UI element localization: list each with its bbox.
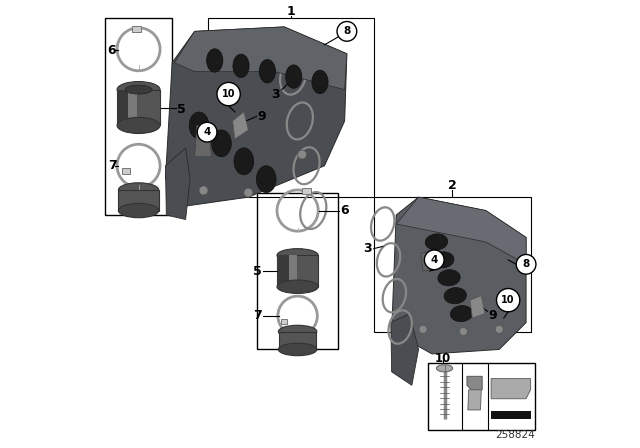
- Polygon shape: [467, 376, 482, 390]
- Text: 8: 8: [522, 259, 530, 269]
- Text: 2: 2: [448, 179, 456, 193]
- Text: 6: 6: [108, 43, 116, 57]
- Ellipse shape: [118, 203, 159, 218]
- Ellipse shape: [451, 306, 473, 322]
- Ellipse shape: [438, 270, 460, 286]
- Ellipse shape: [444, 288, 467, 304]
- Text: 5: 5: [177, 103, 186, 116]
- Ellipse shape: [117, 82, 160, 98]
- Polygon shape: [233, 112, 248, 139]
- Text: 7: 7: [253, 309, 262, 323]
- Ellipse shape: [125, 85, 152, 94]
- Text: 4: 4: [204, 127, 211, 137]
- FancyBboxPatch shape: [278, 255, 289, 287]
- Text: 10: 10: [222, 89, 236, 99]
- Text: 5: 5: [253, 264, 262, 278]
- Ellipse shape: [431, 252, 454, 268]
- Ellipse shape: [118, 183, 159, 197]
- Polygon shape: [470, 296, 485, 318]
- Circle shape: [497, 289, 520, 312]
- Circle shape: [495, 325, 503, 333]
- Circle shape: [424, 250, 444, 270]
- FancyBboxPatch shape: [117, 90, 160, 125]
- FancyBboxPatch shape: [118, 190, 159, 211]
- Ellipse shape: [257, 166, 276, 193]
- Ellipse shape: [426, 234, 447, 250]
- Polygon shape: [165, 148, 190, 220]
- FancyBboxPatch shape: [278, 255, 317, 287]
- Circle shape: [337, 22, 356, 41]
- Text: 6: 6: [340, 204, 349, 217]
- Ellipse shape: [117, 117, 160, 134]
- Polygon shape: [195, 125, 212, 157]
- Circle shape: [217, 82, 240, 106]
- Circle shape: [419, 325, 427, 333]
- Polygon shape: [165, 27, 347, 206]
- FancyBboxPatch shape: [289, 255, 297, 287]
- Ellipse shape: [285, 65, 301, 88]
- FancyBboxPatch shape: [428, 363, 535, 430]
- Ellipse shape: [234, 148, 253, 175]
- Circle shape: [298, 150, 307, 159]
- FancyBboxPatch shape: [117, 90, 128, 125]
- Text: 9: 9: [257, 110, 266, 123]
- FancyBboxPatch shape: [280, 319, 287, 324]
- FancyBboxPatch shape: [105, 18, 172, 215]
- Ellipse shape: [277, 280, 318, 293]
- Polygon shape: [174, 27, 347, 90]
- Circle shape: [516, 254, 536, 274]
- FancyBboxPatch shape: [122, 168, 130, 174]
- Ellipse shape: [207, 49, 223, 72]
- Text: 3: 3: [363, 242, 371, 255]
- Ellipse shape: [278, 343, 317, 356]
- Text: 258824: 258824: [495, 430, 535, 440]
- Ellipse shape: [277, 249, 318, 262]
- Text: 1: 1: [287, 4, 295, 18]
- FancyBboxPatch shape: [257, 193, 338, 349]
- FancyBboxPatch shape: [128, 90, 137, 125]
- Text: 10: 10: [435, 352, 451, 365]
- FancyBboxPatch shape: [301, 188, 310, 194]
- Circle shape: [197, 122, 217, 142]
- Ellipse shape: [233, 54, 249, 78]
- Text: 10: 10: [501, 295, 515, 305]
- Text: 7: 7: [108, 159, 116, 172]
- Polygon shape: [468, 390, 481, 410]
- Polygon shape: [396, 197, 526, 264]
- Text: 3: 3: [271, 87, 280, 101]
- Ellipse shape: [189, 112, 209, 139]
- Polygon shape: [491, 379, 531, 399]
- Text: 8: 8: [343, 26, 351, 36]
- Circle shape: [199, 186, 208, 195]
- Text: 4: 4: [431, 255, 438, 265]
- Circle shape: [244, 188, 253, 197]
- Polygon shape: [421, 251, 436, 271]
- Ellipse shape: [278, 325, 317, 338]
- Ellipse shape: [259, 60, 275, 83]
- FancyBboxPatch shape: [279, 332, 316, 349]
- Ellipse shape: [312, 70, 328, 94]
- Ellipse shape: [212, 130, 231, 157]
- Ellipse shape: [436, 365, 452, 372]
- FancyBboxPatch shape: [132, 26, 141, 32]
- Polygon shape: [391, 314, 419, 385]
- Polygon shape: [392, 197, 526, 354]
- Circle shape: [460, 327, 467, 336]
- Text: 9: 9: [488, 309, 497, 323]
- FancyBboxPatch shape: [491, 411, 531, 419]
